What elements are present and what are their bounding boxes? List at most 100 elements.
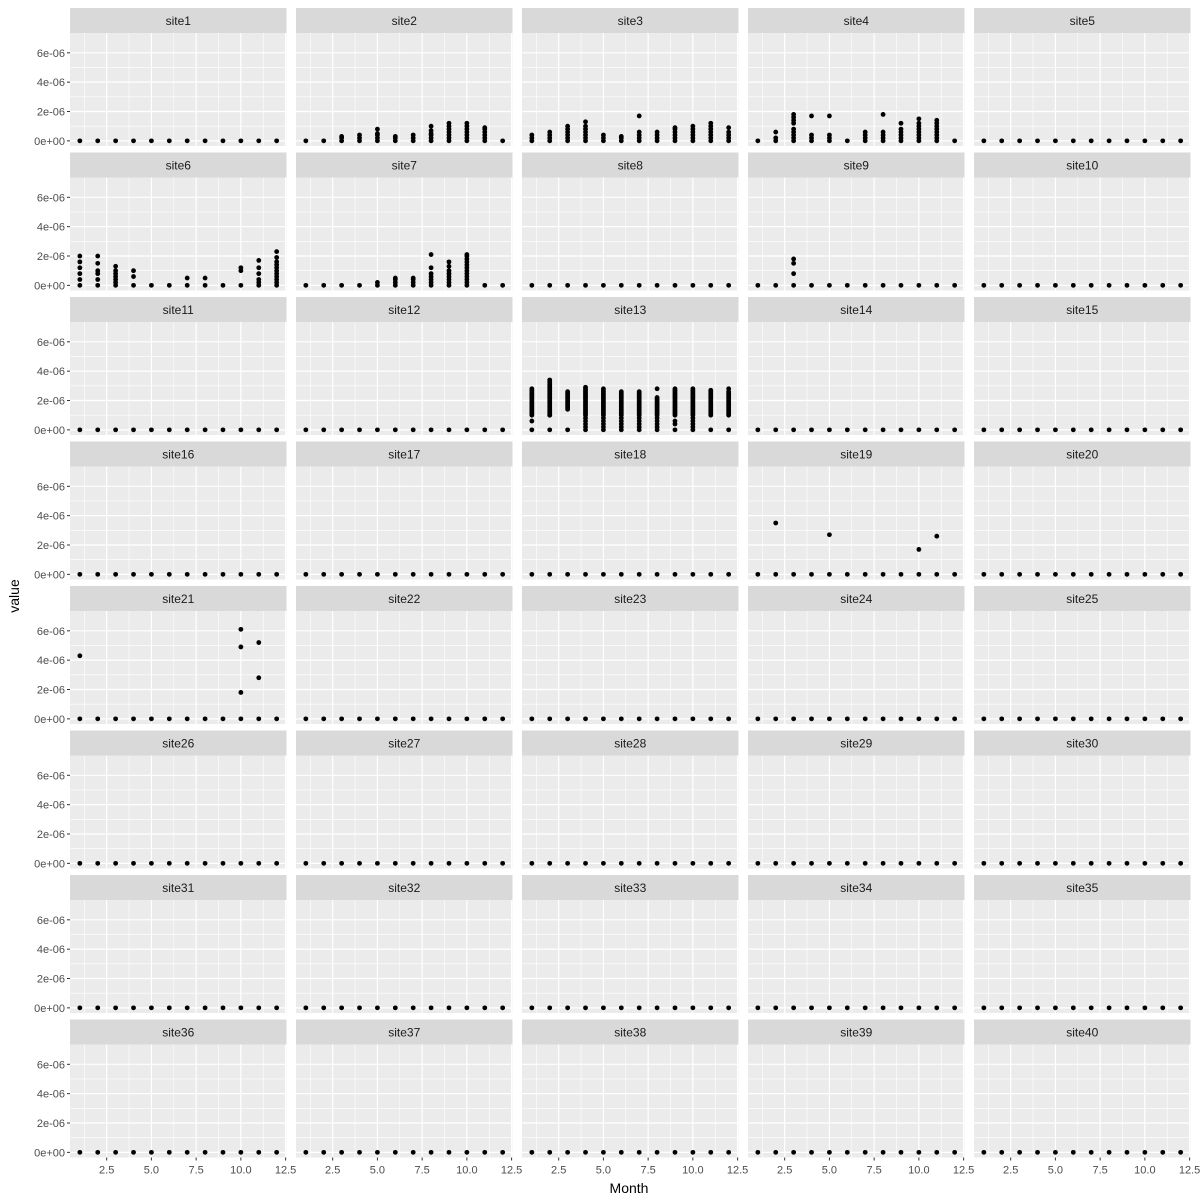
x-tick-label: 10.0 bbox=[908, 1165, 929, 1177]
data-point bbox=[500, 138, 506, 144]
data-point bbox=[256, 271, 262, 277]
data-point bbox=[428, 1005, 434, 1011]
data-point bbox=[934, 1005, 940, 1011]
data-point bbox=[113, 860, 119, 866]
data-point bbox=[149, 427, 154, 433]
data-point bbox=[166, 138, 172, 144]
y-tick-label: 6e-06 bbox=[37, 48, 65, 60]
data-point bbox=[529, 427, 535, 433]
data-point bbox=[1017, 571, 1023, 577]
facet-panel-site19: site19 bbox=[748, 441, 965, 580]
data-point bbox=[672, 282, 678, 288]
data-point bbox=[1106, 138, 1112, 144]
data-point bbox=[862, 1005, 868, 1011]
data-point bbox=[672, 1005, 678, 1011]
panel-background bbox=[296, 1044, 513, 1158]
strip-label: site9 bbox=[844, 159, 870, 173]
data-point bbox=[827, 427, 832, 433]
data-point bbox=[184, 1149, 190, 1155]
data-point bbox=[149, 138, 154, 144]
strip-background bbox=[70, 8, 287, 33]
data-point bbox=[583, 282, 588, 288]
data-point bbox=[220, 1005, 226, 1011]
data-point bbox=[601, 282, 606, 288]
strip-background bbox=[522, 441, 739, 467]
data-point bbox=[357, 282, 362, 288]
data-point bbox=[464, 1005, 470, 1011]
facet-panel-site22: site22 bbox=[296, 586, 513, 724]
data-point bbox=[690, 282, 696, 288]
y-tick-label: 0e+00 bbox=[34, 1003, 65, 1015]
data-point bbox=[880, 282, 886, 288]
data-point bbox=[482, 716, 488, 722]
data-point bbox=[131, 274, 136, 279]
data-point bbox=[256, 138, 262, 144]
data-point bbox=[773, 716, 779, 722]
data-point bbox=[1160, 716, 1166, 722]
panel-background bbox=[522, 466, 739, 580]
data-point bbox=[392, 1149, 398, 1155]
panel-background bbox=[748, 322, 965, 435]
data-point bbox=[274, 138, 280, 144]
data-point bbox=[1124, 138, 1130, 144]
data-point bbox=[916, 282, 922, 288]
data-point bbox=[690, 860, 696, 866]
data-point bbox=[654, 571, 660, 577]
data-point bbox=[916, 427, 922, 433]
data-point bbox=[708, 387, 714, 393]
data-point bbox=[392, 860, 398, 866]
data-point bbox=[464, 860, 470, 866]
data-point bbox=[999, 1005, 1005, 1011]
x-tick-label: 12.5 bbox=[275, 1165, 296, 1177]
data-point bbox=[256, 1149, 262, 1155]
data-point bbox=[1142, 716, 1148, 722]
data-point bbox=[880, 112, 886, 117]
data-point bbox=[446, 860, 452, 866]
data-point bbox=[755, 1005, 761, 1011]
data-point bbox=[1070, 716, 1076, 722]
data-point bbox=[149, 571, 154, 577]
y-axis-title: value bbox=[6, 579, 22, 613]
x-axes: 2.5 5.0 7.5 10.0 12.5 2.5 5.0 7.5 10.0 12.5 2.5 5.0… bbox=[99, 1157, 1200, 1177]
panel-background bbox=[70, 1044, 287, 1158]
data-point bbox=[339, 134, 345, 139]
data-point bbox=[202, 275, 208, 281]
data-point bbox=[113, 268, 119, 274]
data-point bbox=[690, 716, 696, 722]
data-point bbox=[131, 427, 136, 433]
data-point bbox=[357, 1149, 362, 1155]
data-point bbox=[529, 418, 535, 424]
data-point bbox=[898, 126, 904, 132]
strip-label: site25 bbox=[1066, 592, 1098, 606]
data-point bbox=[981, 138, 987, 144]
panel-background bbox=[296, 900, 513, 1013]
data-point bbox=[446, 1149, 452, 1155]
facet-panel-site16: site16 bbox=[70, 441, 287, 580]
data-point bbox=[256, 258, 262, 263]
data-point bbox=[274, 249, 280, 255]
data-point bbox=[726, 427, 732, 433]
data-point bbox=[844, 1149, 850, 1155]
data-point bbox=[601, 716, 606, 722]
data-point bbox=[654, 415, 660, 421]
strip-background bbox=[70, 875, 287, 900]
strip-background bbox=[296, 586, 513, 611]
x-tick-label: 5.0 bbox=[596, 1165, 611, 1177]
data-point bbox=[791, 271, 797, 277]
strip-background bbox=[70, 730, 287, 756]
x-tick-label: 5.0 bbox=[144, 1165, 159, 1177]
data-point bbox=[565, 123, 571, 129]
data-point bbox=[1017, 427, 1023, 433]
data-point bbox=[583, 123, 588, 129]
data-point bbox=[1017, 716, 1023, 722]
strip-label: site2 bbox=[392, 14, 418, 28]
data-point bbox=[375, 571, 380, 577]
strip-label: site30 bbox=[1066, 737, 1098, 751]
data-point bbox=[880, 129, 886, 135]
data-point bbox=[654, 386, 660, 392]
strip-label: site28 bbox=[614, 737, 646, 751]
data-point bbox=[654, 1005, 660, 1011]
data-point bbox=[809, 282, 814, 288]
strip-label: site38 bbox=[614, 1026, 646, 1040]
